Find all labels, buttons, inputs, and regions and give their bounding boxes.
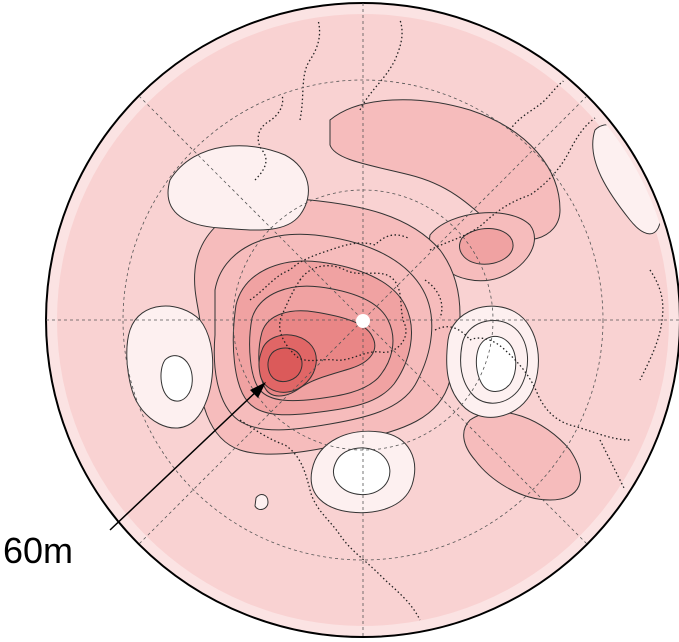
coastline-north-america (239, 419, 421, 621)
negative-contour-small-south (254, 494, 269, 510)
coastline-canada-arctic (249, 234, 443, 319)
anomaly-field (126, 19, 664, 621)
negative-contour-east-inner (475, 335, 517, 392)
coastline-europe (434, 326, 631, 441)
annotation-label: 60m (3, 530, 73, 571)
north-pole-marker (356, 314, 370, 328)
positive-contour-southeast (463, 411, 581, 501)
annotation-arrow-head (250, 382, 266, 398)
coastline-east-edge (639, 269, 664, 381)
annotation-arrow-line (109, 387, 261, 531)
coastline-asia-pacific (299, 19, 576, 131)
coastline-greenland (279, 265, 407, 362)
positive-contour-band-north (329, 99, 561, 241)
positive-contour-7 (267, 347, 303, 383)
negative-contour-northwest (167, 145, 309, 231)
negative-contour-south-inner (332, 447, 391, 495)
graticule (46, 3, 679, 637)
latitude-circle-outer (122, 79, 604, 561)
negative-contour-west-inner (160, 355, 193, 402)
positive-contour-east-inner (459, 228, 514, 265)
coastline-siberia (429, 117, 596, 251)
